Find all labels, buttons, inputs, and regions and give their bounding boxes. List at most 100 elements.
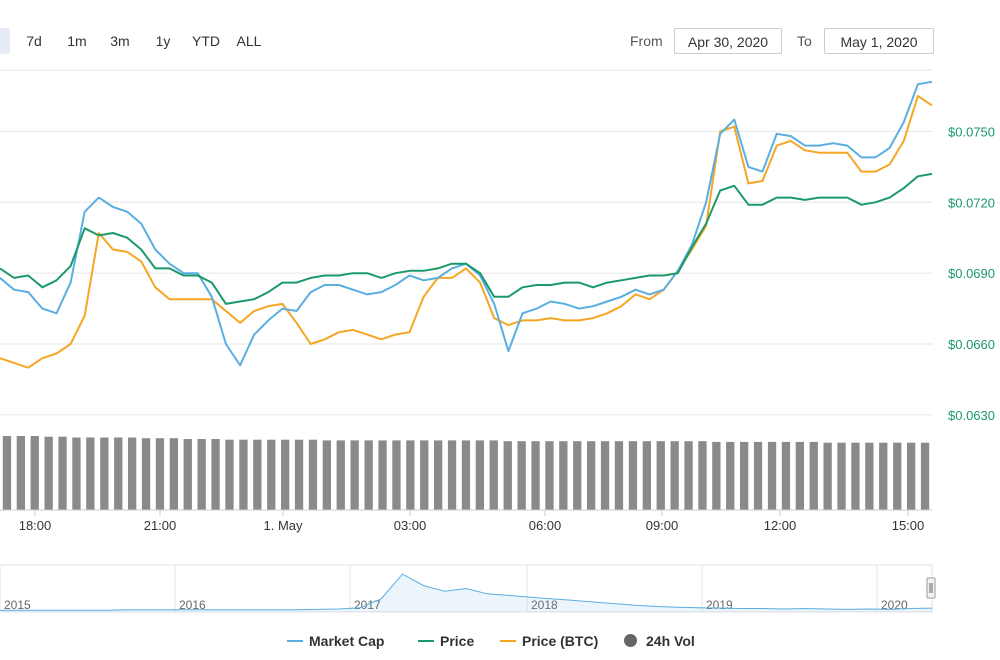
price-btc-swatch [500, 640, 516, 642]
navigator-tick-label: 2018 [531, 598, 558, 612]
volume-bar [197, 439, 206, 510]
volume-bar [517, 441, 526, 510]
volume-bar [600, 441, 610, 510]
volume-bar [559, 441, 568, 510]
volume-bar [141, 438, 151, 510]
price-btc-line [0, 95, 933, 369]
volume-bar [740, 441, 749, 510]
volume-bar [336, 440, 345, 510]
volume-bar [2, 436, 12, 510]
volume-bar [392, 440, 401, 510]
volume-bar [670, 441, 679, 510]
volume-bar [698, 441, 707, 510]
volume-bar [16, 436, 25, 510]
x-tick-label: 15:00 [892, 518, 925, 533]
volume-bar [281, 439, 290, 510]
range-button-all[interactable]: ALL [236, 33, 262, 49]
volume-bar [656, 441, 665, 510]
volume-bar [128, 437, 137, 510]
volume-bar [587, 441, 596, 510]
volume-bar [823, 442, 832, 510]
volume-bar [545, 441, 554, 510]
x-tick-label: 1. May [263, 518, 303, 533]
volume-bar [837, 442, 846, 510]
x-axis-ticks: 18:00 21:00 1. May 03:00 06:00 09:00 12:00 15:0… [19, 510, 925, 533]
range-button-7d[interactable]: 7d [26, 33, 42, 49]
volume-bar [712, 441, 721, 510]
volume-bar [364, 440, 373, 510]
volume-bar [420, 440, 429, 510]
volume-bar [378, 440, 387, 510]
volume-bar [920, 442, 930, 510]
volume-bar [865, 442, 874, 510]
volume-bar [767, 441, 777, 510]
x-tick-label: 03:00 [394, 518, 427, 533]
volume-bar [879, 442, 888, 510]
volume-bar [406, 440, 415, 510]
range-button-3m[interactable]: 3m [110, 33, 130, 49]
x-tick-label: 09:00 [646, 518, 679, 533]
volume-bar [183, 439, 192, 510]
volume-bar [114, 437, 123, 510]
volume-bar [642, 441, 651, 510]
series-lines [0, 80, 933, 369]
volume-bar [475, 440, 484, 510]
volume-bar [795, 441, 804, 510]
volume-bar [322, 440, 331, 510]
to-date-input[interactable]: May 1, 2020 [824, 28, 934, 54]
volume-bar [100, 437, 109, 510]
volume-bar [155, 438, 165, 510]
from-label: From [630, 33, 663, 49]
navigator-tick-label: 2015 [4, 598, 31, 612]
legend-item-price[interactable]: Price [418, 630, 488, 652]
navigator-area [0, 574, 932, 612]
volume-bar [239, 439, 248, 510]
y-tick-label: $0.0720 [948, 195, 995, 210]
range-button-1d[interactable] [0, 28, 10, 54]
volume-bar [267, 439, 276, 510]
navigator[interactable]: 201520162017201820192020 [0, 564, 936, 613]
volume-bar [573, 441, 582, 510]
price-swatch [418, 640, 434, 642]
navigator-handle [926, 577, 936, 599]
y-tick-label: $0.0690 [948, 266, 995, 281]
range-button-1m[interactable]: 1m [67, 33, 87, 49]
volume-bar [447, 440, 457, 510]
volume-bar [684, 441, 693, 510]
y-tick-label: $0.0750 [948, 124, 995, 139]
volume-bar [531, 441, 540, 510]
volume-bar [211, 439, 220, 510]
from-date-input[interactable]: Apr 30, 2020 [674, 28, 782, 54]
range-button-1y[interactable]: 1y [155, 33, 171, 49]
y-axis-ticks: $0.0750 $0.0720 $0.0690 $0.0660 $0.0630 [948, 124, 995, 422]
legend-item-price-btc[interactable]: Price (BTC) [500, 630, 615, 652]
navigator-line [0, 573, 933, 611]
volume-bar [753, 441, 763, 510]
24h-vol-swatch [624, 634, 637, 647]
volume-bar [726, 441, 735, 510]
volume-bar [225, 439, 234, 510]
x-tick-label: 21:00 [144, 518, 177, 533]
volume-bar [72, 437, 81, 510]
volume-bar [907, 442, 916, 510]
volume-bars [0, 436, 932, 511]
y-tick-label: $0.0630 [948, 408, 995, 423]
volume-bar [461, 440, 471, 510]
volume-bar [58, 436, 67, 510]
legend-item-market-cap[interactable]: Market Cap [287, 630, 407, 652]
volume-bar [614, 441, 624, 510]
volume-bar [434, 440, 443, 510]
y-tick-label: $0.0660 [948, 337, 995, 352]
volume-bar [781, 441, 791, 510]
x-tick-label: 06:00 [529, 518, 562, 533]
volume-bar [893, 442, 902, 510]
legend-item-24h-vol[interactable]: 24h Vol [624, 630, 714, 652]
volume-bar [169, 438, 178, 510]
range-button-ytd[interactable]: YTD [192, 33, 220, 49]
market-cap-line [0, 80, 933, 367]
price-line [0, 172, 933, 305]
market-cap-swatch [287, 640, 303, 642]
x-tick-label: 18:00 [19, 518, 52, 533]
x-tick-label: 12:00 [764, 518, 797, 533]
volume-bar [30, 436, 39, 510]
